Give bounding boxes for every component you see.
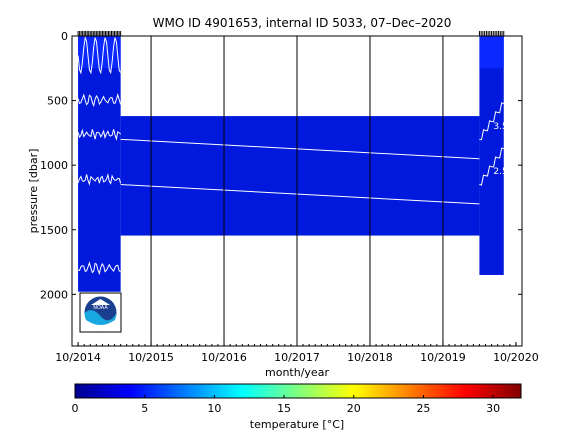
y-axis-label: pressure [dbar] — [27, 149, 40, 234]
y-tick-label: 1000 — [40, 159, 68, 172]
y-tick-label: 0 — [61, 30, 68, 43]
x-axis-label: month/year — [265, 366, 329, 379]
x-tick-label: 10/2018 — [347, 351, 393, 364]
x-tick-label: 10/2017 — [274, 351, 320, 364]
y-tick-label: 2000 — [40, 288, 68, 301]
contour-early-2.5 — [77, 173, 122, 186]
chart-title: WMO ID 4901653, internal ID 5033, 07–Dec… — [153, 16, 452, 30]
temperature-section: 3.5 2.5 — [77, 31, 508, 292]
colorbar-tick-label: 20 — [347, 402, 361, 415]
colorbar-tick-label: 0 — [72, 402, 79, 415]
contour-line-3.5 — [120, 138, 480, 160]
y-axis: 0 500 1000 1500 2000 — [40, 30, 522, 301]
colorbar-label: temperature [°C] — [250, 418, 344, 431]
x-tick-label: 10/2016 — [201, 351, 247, 364]
x-axis: 10/2014 10/2015 10/2016 10/2017 10/2018 10/20… — [55, 342, 539, 364]
x-tick-label: 10/2020 — [493, 351, 539, 364]
noaa-logo: NOAA — [79, 292, 122, 333]
contour-late-3.5 — [479, 102, 504, 141]
colorbar-tick-label: 30 — [486, 402, 500, 415]
colorbar-tick-label: 5 — [141, 402, 148, 415]
contour-early-3.5 — [77, 128, 121, 141]
surface-shade-late — [479, 36, 504, 69]
isotherm-early-0 — [77, 92, 122, 108]
y-tick-label: 1500 — [40, 224, 68, 237]
colorbar-tick-label: 25 — [416, 402, 430, 415]
isotherm-early-1 — [77, 261, 121, 276]
colorbar-tick-label: 10 — [207, 402, 221, 415]
contour-label-2.5: 2.5 — [493, 167, 507, 177]
y-tick-label: 500 — [47, 95, 68, 108]
contour-line-2.5 — [120, 184, 480, 205]
coverage-block-1 — [120, 116, 480, 236]
x-tick-label: 10/2015 — [128, 351, 174, 364]
x-tick-label: 10/2019 — [420, 351, 466, 364]
coverage-block-0 — [78, 36, 121, 292]
isotherm-surface-early — [77, 35, 122, 75]
colorbar-ticks: 0 5 10 15 20 25 30 — [72, 395, 500, 415]
plot-area: 3.52.5 10/2014 10/2015 10/2016 10/2017 10/20… — [40, 30, 539, 364]
colorbar-tick-label: 15 — [277, 402, 291, 415]
x-tick-label: 10/2014 — [55, 351, 101, 364]
colorbar-gradient — [74, 383, 522, 399]
contour-late-2.5 — [479, 147, 504, 186]
colorbar: 0 5 10 15 20 25 30 — [72, 383, 522, 415]
contour-label-3.5: 3.5 — [493, 122, 507, 132]
logo-text: NOAA — [93, 305, 108, 311]
grid-lines — [150, 36, 444, 346]
